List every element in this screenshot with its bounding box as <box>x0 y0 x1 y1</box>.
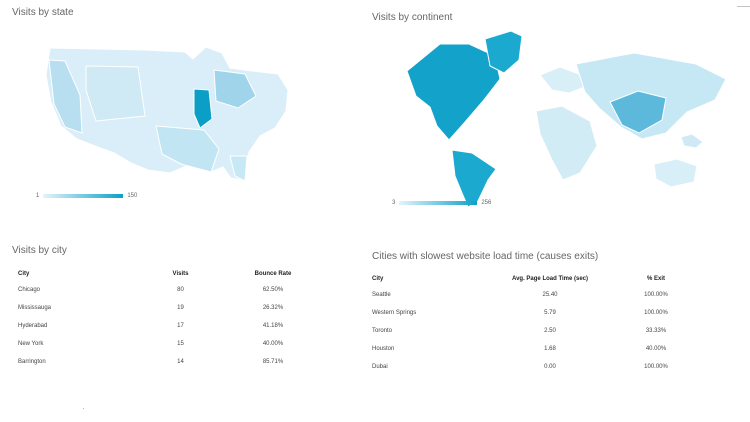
west-coast-states <box>48 59 83 134</box>
greenland <box>484 30 523 74</box>
great-lakes-states <box>213 69 257 109</box>
exit-cell: 100.00% <box>644 310 668 316</box>
table-row: Hyderabad 17 41.18% <box>18 323 328 341</box>
island-area <box>680 133 704 149</box>
city-cell: Hyderabad <box>18 323 48 329</box>
continent-scale-min: 3 <box>392 200 396 206</box>
bounce-rate-cell: 40.00% <box>262 341 284 347</box>
continent-scale: 3 256 <box>392 200 491 206</box>
table-row: Toronto 2.50 33.33% <box>372 328 702 346</box>
exit-column-header: % Exit <box>646 276 665 282</box>
bounce-rate-cell: 62.50% <box>262 287 284 293</box>
north-america <box>406 43 501 141</box>
load-time-column-header: Avg. Page Load Time (sec) <box>511 276 589 282</box>
africa <box>535 105 598 181</box>
table-row: Chicago 80 62.50% <box>18 287 328 305</box>
us-outline <box>45 46 289 181</box>
state-scale-bar <box>43 194 124 198</box>
visits-by-state-panel: Visits by state <box>12 7 74 18</box>
city-cell: Western Springs <box>372 310 417 316</box>
state-scale: 1 150 <box>36 193 137 199</box>
australia <box>653 158 698 188</box>
visits-by-state-title: Visits by state <box>12 7 74 18</box>
visits-by-city-panel: Visits by city <box>12 245 67 256</box>
load-time-cell: 25.40 <box>542 292 558 298</box>
load-time-cell: 0.00 <box>544 364 556 370</box>
visits-cell: 17 <box>177 323 184 329</box>
city-cell: Houston <box>372 346 395 352</box>
bounce-rate-cell: 41.18% <box>262 323 284 329</box>
city-cell: Dubai <box>372 364 388 370</box>
world-map <box>406 30 727 208</box>
slowest-load-title: Cities with slowest website load time (c… <box>372 251 599 262</box>
page-corner-mark: — <box>737 0 750 13</box>
exit-cell: 100.00% <box>644 364 668 370</box>
scan-dot: · <box>82 404 85 413</box>
exit-cell: 33.33% <box>645 328 667 334</box>
load-time-cell: 5.79 <box>544 310 556 316</box>
mountain-states <box>85 65 146 122</box>
table-row: Mississauga 19 26.32% <box>18 305 328 323</box>
visits-cell: 80 <box>177 287 184 293</box>
south-america <box>451 149 497 208</box>
city-column-header: City <box>18 271 30 277</box>
visits-by-city-table: City Visits Bounce Rate Chicago 80 62.50… <box>18 271 328 377</box>
city-cell: New York <box>18 341 44 347</box>
south-states <box>155 125 220 173</box>
visits-cell: 15 <box>177 341 184 347</box>
visits-by-continent-title: Visits by continent <box>372 12 453 23</box>
visits-by-city-title: Visits by city <box>12 245 67 256</box>
table-row: Western Springs 5.79 100.00% <box>372 310 702 328</box>
florida <box>229 155 248 182</box>
us-state-map <box>45 46 289 182</box>
exit-cell: 40.00% <box>645 346 667 352</box>
table-row: Barrington 14 85.71% <box>18 359 328 377</box>
slowest-load-table: City Avg. Page Load Time (sec) % Exit Se… <box>372 276 702 382</box>
city-cell: Seattle <box>372 292 391 298</box>
illinois-highlight <box>193 88 213 129</box>
city-cell: Mississauga <box>18 305 52 311</box>
china-india-highlight <box>609 90 667 134</box>
table-row: Dubai 0.00 100.00% <box>372 364 702 382</box>
continent-scale-max: 256 <box>481 200 492 206</box>
table-row: New York 15 40.00% <box>18 341 328 359</box>
table-header-row: City Visits Bounce Rate <box>18 271 328 287</box>
bounce-rate-column-header: Bounce Rate <box>254 271 292 277</box>
visits-cell: 14 <box>177 359 184 365</box>
bounce-rate-cell: 26.32% <box>262 305 284 311</box>
load-time-cell: 1.68 <box>544 346 556 352</box>
continent-scale-bar <box>399 201 478 205</box>
city-cell: Chicago <box>18 287 41 293</box>
exit-cell: 100.00% <box>644 292 668 298</box>
bounce-rate-cell: 85.71% <box>262 359 284 365</box>
city-column-header: City <box>372 276 384 282</box>
city-cell: Barrington <box>18 359 46 365</box>
visits-by-continent-panel: Visits by continent <box>372 12 452 23</box>
state-scale-min: 1 <box>36 193 40 199</box>
table-header-row: City Avg. Page Load Time (sec) % Exit <box>372 276 702 292</box>
visits-cell: 19 <box>177 305 184 311</box>
slowest-load-panel: Cities with slowest website load time (c… <box>372 251 598 262</box>
load-time-cell: 2.50 <box>544 328 556 334</box>
city-cell: Toronto <box>372 328 393 334</box>
state-scale-max: 150 <box>127 193 138 199</box>
visits-column-header: Visits <box>172 271 189 277</box>
table-row: Houston 1.68 40.00% <box>372 346 702 364</box>
table-row: Seattle 25.40 100.00% <box>372 292 702 310</box>
